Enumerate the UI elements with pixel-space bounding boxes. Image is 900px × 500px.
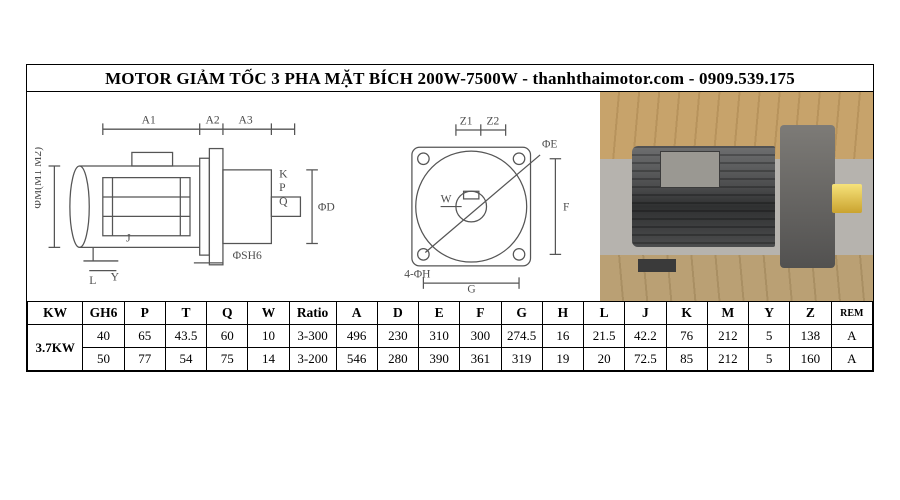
cell: 42.2 [625, 325, 666, 348]
col-kw: KW [28, 302, 83, 325]
side-view-drawing: A1 A2 A3 K P Q ΦD ΦSH6 Y L J ΦM(M1 M2) [27, 92, 352, 301]
dim-y: Y [110, 270, 119, 283]
dim-4phih: 4-ΦH [404, 268, 430, 280]
col-z: Z [790, 302, 831, 325]
dim-a1: A1 [141, 113, 155, 126]
cell: 60 [207, 325, 248, 348]
cell: 10 [248, 325, 289, 348]
front-view-drawing: Z1 Z2 ΦE W F G 4-ΦH [352, 92, 599, 301]
cell: 496 [336, 325, 377, 348]
col-d: D [377, 302, 418, 325]
cell: 5 [749, 325, 790, 348]
dim-g: G [467, 283, 475, 295]
table-row: 3.7KW 40 65 43.5 60 10 3-300 496 230 310… [28, 325, 873, 348]
col-t: T [165, 302, 206, 325]
dim-p: P [279, 181, 285, 194]
cell: 546 [336, 348, 377, 371]
dim-phie: ΦE [542, 138, 557, 150]
cell: 160 [790, 348, 831, 371]
col-m: M [707, 302, 748, 325]
dim-l: L [89, 274, 96, 287]
col-g: G [501, 302, 542, 325]
cell: A [831, 325, 872, 348]
dim-phim: ΦM(M1 M2) [35, 146, 44, 208]
cell: 50 [83, 348, 124, 371]
dim-j: J [126, 231, 131, 244]
header-title: MOTOR GIẢM TỐC 3 PHA MẶT BÍCH 200W-7500W… [27, 65, 873, 91]
dim-z2: Z2 [487, 115, 500, 127]
col-q: Q [207, 302, 248, 325]
cell: 5 [749, 348, 790, 371]
cell: 43.5 [165, 325, 206, 348]
col-l: L [584, 302, 625, 325]
col-y: Y [749, 302, 790, 325]
col-gh6: GH6 [83, 302, 124, 325]
cell: A [831, 348, 872, 371]
col-rem: REM [831, 302, 872, 325]
cell: 54 [165, 348, 206, 371]
col-f: F [460, 302, 501, 325]
cell: 390 [419, 348, 460, 371]
cell: 40 [83, 325, 124, 348]
cell-kw: 3.7KW [28, 325, 83, 371]
cell: 20 [584, 348, 625, 371]
col-e: E [419, 302, 460, 325]
product-photo [600, 92, 873, 301]
col-p: P [124, 302, 165, 325]
dim-z1: Z1 [460, 115, 473, 127]
cell: 300 [460, 325, 501, 348]
diagram-row: A1 A2 A3 K P Q ΦD ΦSH6 Y L J ΦM(M1 M2) [27, 91, 873, 301]
col-h: H [542, 302, 583, 325]
cell: 361 [460, 348, 501, 371]
dim-phid: ΦD [318, 200, 335, 213]
spec-sheet-frame: MOTOR GIẢM TỐC 3 PHA MẶT BÍCH 200W-7500W… [26, 64, 874, 372]
cell: 3-200 [289, 348, 336, 371]
dimension-table: KW GH6 P T Q W Ratio A D E F G H L J K M… [27, 301, 873, 371]
cell: 85 [666, 348, 707, 371]
dim-a3: A3 [238, 113, 252, 126]
dim-f: F [563, 201, 569, 213]
cell: 72.5 [625, 348, 666, 371]
dim-k: K [279, 167, 288, 180]
table-row: 50 77 54 75 14 3-200 546 280 390 361 319… [28, 348, 873, 371]
cell: 16 [542, 325, 583, 348]
cell: 138 [790, 325, 831, 348]
cell: 65 [124, 325, 165, 348]
cell: 3-300 [289, 325, 336, 348]
cell: 75 [207, 348, 248, 371]
cell: 310 [419, 325, 460, 348]
photo-foot [638, 259, 676, 272]
cell: 212 [707, 325, 748, 348]
cell: 14 [248, 348, 289, 371]
col-j: J [625, 302, 666, 325]
col-a: A [336, 302, 377, 325]
cell: 230 [377, 325, 418, 348]
dim-q: Q [279, 194, 288, 207]
col-ratio: Ratio [289, 302, 336, 325]
photo-nameplate [660, 151, 720, 189]
dim-w: W [441, 193, 452, 205]
cell: 21.5 [584, 325, 625, 348]
cell: 19 [542, 348, 583, 371]
cell: 319 [501, 348, 542, 371]
col-k: K [666, 302, 707, 325]
dim-a2: A2 [205, 113, 219, 126]
photo-flange [780, 125, 835, 267]
cell: 76 [666, 325, 707, 348]
cell: 212 [707, 348, 748, 371]
col-w: W [248, 302, 289, 325]
dim-sh6: ΦSH6 [232, 249, 261, 262]
cell: 280 [377, 348, 418, 371]
table-header-row: KW GH6 P T Q W Ratio A D E F G H L J K M… [28, 302, 873, 325]
cell: 77 [124, 348, 165, 371]
photo-shaft [832, 184, 862, 213]
cell: 274.5 [501, 325, 542, 348]
